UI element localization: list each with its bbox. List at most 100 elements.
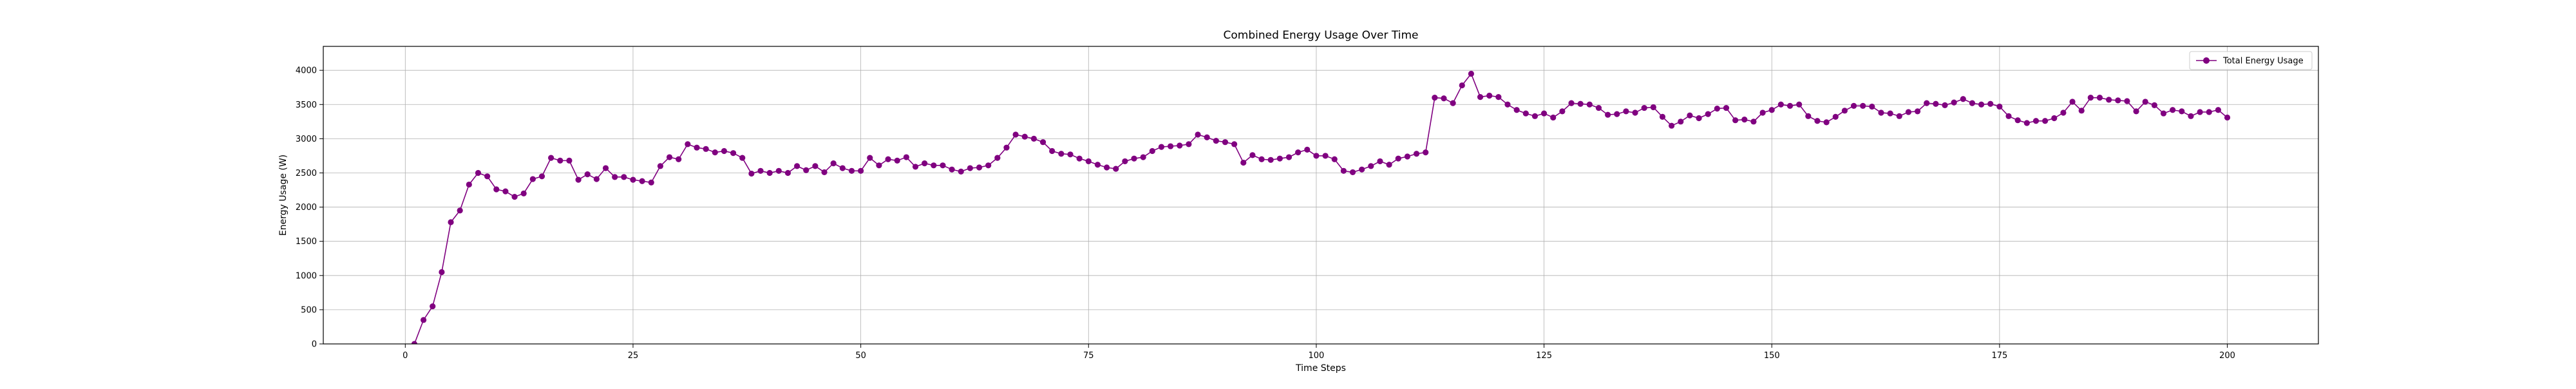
data-point bbox=[1823, 119, 1830, 126]
data-point bbox=[1522, 110, 1529, 117]
data-point bbox=[1878, 109, 1884, 116]
data-point bbox=[520, 190, 527, 196]
data-point bbox=[1786, 102, 1794, 109]
data-point bbox=[2042, 118, 2049, 124]
data-point bbox=[593, 176, 600, 182]
data-point bbox=[958, 168, 964, 175]
data-point bbox=[839, 165, 846, 171]
data-point bbox=[1996, 103, 2003, 110]
data-point bbox=[2014, 117, 2021, 124]
data-point bbox=[2151, 102, 2157, 108]
data-point bbox=[493, 186, 500, 193]
data-point bbox=[784, 169, 791, 176]
data-point bbox=[2170, 107, 2176, 113]
data-point bbox=[2215, 107, 2221, 113]
data-point bbox=[1349, 169, 1356, 176]
data-point bbox=[712, 149, 718, 156]
data-point bbox=[1030, 135, 1037, 142]
data-point bbox=[1605, 111, 1611, 118]
data-point bbox=[557, 157, 564, 164]
data-point bbox=[1368, 163, 1374, 169]
data-point bbox=[949, 166, 955, 173]
y-tick-label: 2000 bbox=[296, 203, 317, 213]
data-point bbox=[1459, 82, 1465, 89]
x-axis-label: Time Steps bbox=[1295, 363, 1346, 374]
data-point bbox=[1586, 101, 1593, 108]
data-point bbox=[1741, 117, 1748, 123]
data-point bbox=[1276, 155, 1283, 162]
data-point bbox=[548, 155, 554, 161]
data-point bbox=[657, 163, 664, 169]
data-point bbox=[1186, 141, 1192, 147]
data-point bbox=[1222, 139, 1229, 146]
data-point bbox=[894, 157, 900, 164]
data-point bbox=[2005, 113, 2012, 119]
data-point bbox=[1850, 102, 1857, 109]
data-point bbox=[1058, 151, 1065, 157]
data-point bbox=[1777, 101, 1784, 108]
y-tick-label: 3500 bbox=[296, 100, 317, 110]
data-point bbox=[2106, 97, 2112, 103]
x-tick-label: 150 bbox=[1764, 351, 1780, 361]
data-point bbox=[1759, 109, 1766, 116]
legend-label: Total Energy Usage bbox=[2222, 57, 2304, 66]
data-point bbox=[475, 169, 482, 176]
data-point bbox=[694, 144, 700, 151]
data-point bbox=[1987, 100, 1994, 107]
data-point bbox=[685, 141, 691, 147]
data-point bbox=[538, 173, 545, 180]
data-point bbox=[1933, 100, 1939, 107]
data-point bbox=[566, 157, 573, 164]
data-point bbox=[821, 169, 828, 176]
data-point bbox=[1149, 147, 1155, 155]
data-point bbox=[1869, 103, 1875, 110]
data-point bbox=[1550, 114, 1557, 121]
data-point bbox=[1249, 152, 1256, 158]
data-point bbox=[985, 162, 992, 169]
data-point bbox=[1559, 108, 1566, 115]
data-point bbox=[1960, 96, 1966, 102]
data-point bbox=[1650, 104, 1656, 111]
data-point bbox=[994, 155, 1001, 161]
y-tick-label: 0 bbox=[312, 340, 317, 350]
data-point bbox=[1732, 117, 1739, 124]
x-tick-label: 100 bbox=[1309, 351, 1325, 361]
data-point bbox=[931, 162, 937, 169]
data-point bbox=[1805, 113, 1812, 119]
data-point bbox=[1122, 158, 1128, 165]
data-point bbox=[2096, 95, 2103, 101]
chart-title: Combined Energy Usage Over Time bbox=[1224, 29, 1419, 42]
data-point bbox=[1796, 101, 1803, 108]
data-point bbox=[1049, 147, 1056, 155]
data-point bbox=[1331, 156, 1338, 162]
data-point bbox=[1413, 151, 1420, 157]
y-tick-label: 4000 bbox=[296, 66, 317, 76]
data-point bbox=[466, 181, 472, 188]
data-point bbox=[730, 150, 737, 157]
data-point bbox=[1167, 143, 1174, 149]
data-point bbox=[775, 167, 782, 174]
data-point bbox=[448, 219, 454, 225]
data-point bbox=[848, 167, 855, 174]
data-point bbox=[2115, 97, 2121, 104]
legend-box bbox=[2189, 51, 2313, 70]
data-point bbox=[1304, 146, 1311, 153]
data-point bbox=[1768, 107, 1775, 113]
data-point bbox=[1632, 109, 1638, 116]
data-point bbox=[2124, 98, 2130, 104]
data-point bbox=[1614, 111, 1620, 117]
data-point bbox=[867, 155, 873, 161]
data-point bbox=[1231, 141, 1238, 147]
data-point bbox=[1094, 162, 1101, 168]
data-point bbox=[612, 174, 618, 180]
data-point bbox=[511, 194, 518, 200]
legend: Total Energy Usage bbox=[2189, 51, 2313, 70]
y-tick-label: 2500 bbox=[296, 169, 317, 178]
x-tick-label: 75 bbox=[1083, 351, 1094, 361]
data-point bbox=[1067, 151, 1074, 158]
data-point bbox=[2060, 109, 2067, 116]
data-point bbox=[457, 207, 463, 214]
data-point bbox=[967, 165, 973, 171]
data-point bbox=[1623, 108, 1629, 115]
data-point bbox=[484, 173, 491, 180]
